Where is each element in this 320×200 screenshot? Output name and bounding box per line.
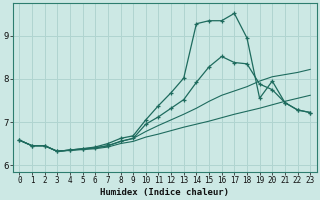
X-axis label: Humidex (Indice chaleur): Humidex (Indice chaleur) xyxy=(100,188,229,197)
